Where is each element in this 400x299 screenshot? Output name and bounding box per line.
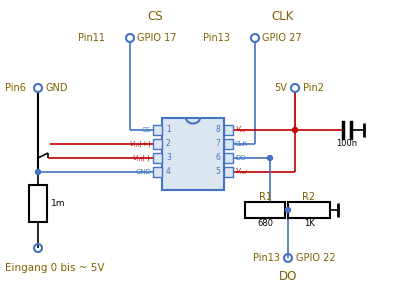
Bar [153, 167, 162, 177]
Bar [224, 167, 233, 177]
Text: CS: CS [142, 127, 151, 133]
Text: 680: 680 [257, 219, 273, 228]
Text: 3: 3 [166, 153, 171, 162]
Text: GND: GND [46, 83, 68, 93]
Text: GPIO 17: GPIO 17 [137, 33, 176, 43]
Text: R2: R2 [302, 192, 316, 202]
Text: 1: 1 [166, 126, 171, 135]
Text: 2: 2 [166, 140, 171, 149]
Text: Pin6: Pin6 [5, 83, 26, 93]
Text: DO: DO [279, 269, 297, 283]
Bar [153, 139, 162, 149]
Text: Pin13: Pin13 [253, 253, 280, 263]
Bar [29, 185, 47, 222]
Bar [224, 125, 233, 135]
Bar [288, 202, 330, 218]
Text: 6: 6 [215, 153, 220, 162]
Text: Pin13: Pin13 [203, 33, 230, 43]
Text: Pin2: Pin2 [303, 83, 324, 93]
Text: Pin11: Pin11 [78, 33, 105, 43]
Text: 8: 8 [215, 126, 220, 135]
Text: 4: 4 [166, 167, 171, 176]
Text: GPIO 22: GPIO 22 [296, 253, 336, 263]
Bar [224, 153, 233, 163]
Bar [153, 125, 162, 135]
Text: 1K: 1K [304, 219, 314, 228]
Circle shape [292, 127, 298, 132]
Text: $V_{cc}$: $V_{cc}$ [235, 125, 247, 135]
Text: CS: CS [147, 10, 163, 22]
Text: $V_{in}$(+): $V_{in}$(+) [129, 139, 151, 149]
Text: 100n: 100n [336, 140, 358, 149]
Text: CLK: CLK [235, 141, 248, 147]
Text: 5V: 5V [274, 83, 287, 93]
Text: 5: 5 [215, 167, 220, 176]
Text: R1: R1 [258, 192, 272, 202]
Text: Eingang 0 bis ~ 5V: Eingang 0 bis ~ 5V [5, 263, 104, 273]
Text: DO: DO [235, 155, 246, 161]
Bar [162, 118, 224, 190]
Bar [245, 202, 285, 218]
Text: $V_{ref}$: $V_{ref}$ [235, 167, 249, 177]
Text: 7: 7 [215, 140, 220, 149]
Text: GPIO 27: GPIO 27 [262, 33, 302, 43]
Text: $V_{in}$(-): $V_{in}$(-) [132, 153, 151, 163]
Bar [224, 139, 233, 149]
Circle shape [36, 170, 40, 175]
Bar [153, 153, 162, 163]
Text: GND: GND [135, 169, 151, 175]
Text: 1m: 1m [51, 199, 66, 208]
Text: CLK: CLK [272, 10, 294, 22]
Circle shape [268, 155, 272, 161]
Circle shape [286, 208, 290, 213]
